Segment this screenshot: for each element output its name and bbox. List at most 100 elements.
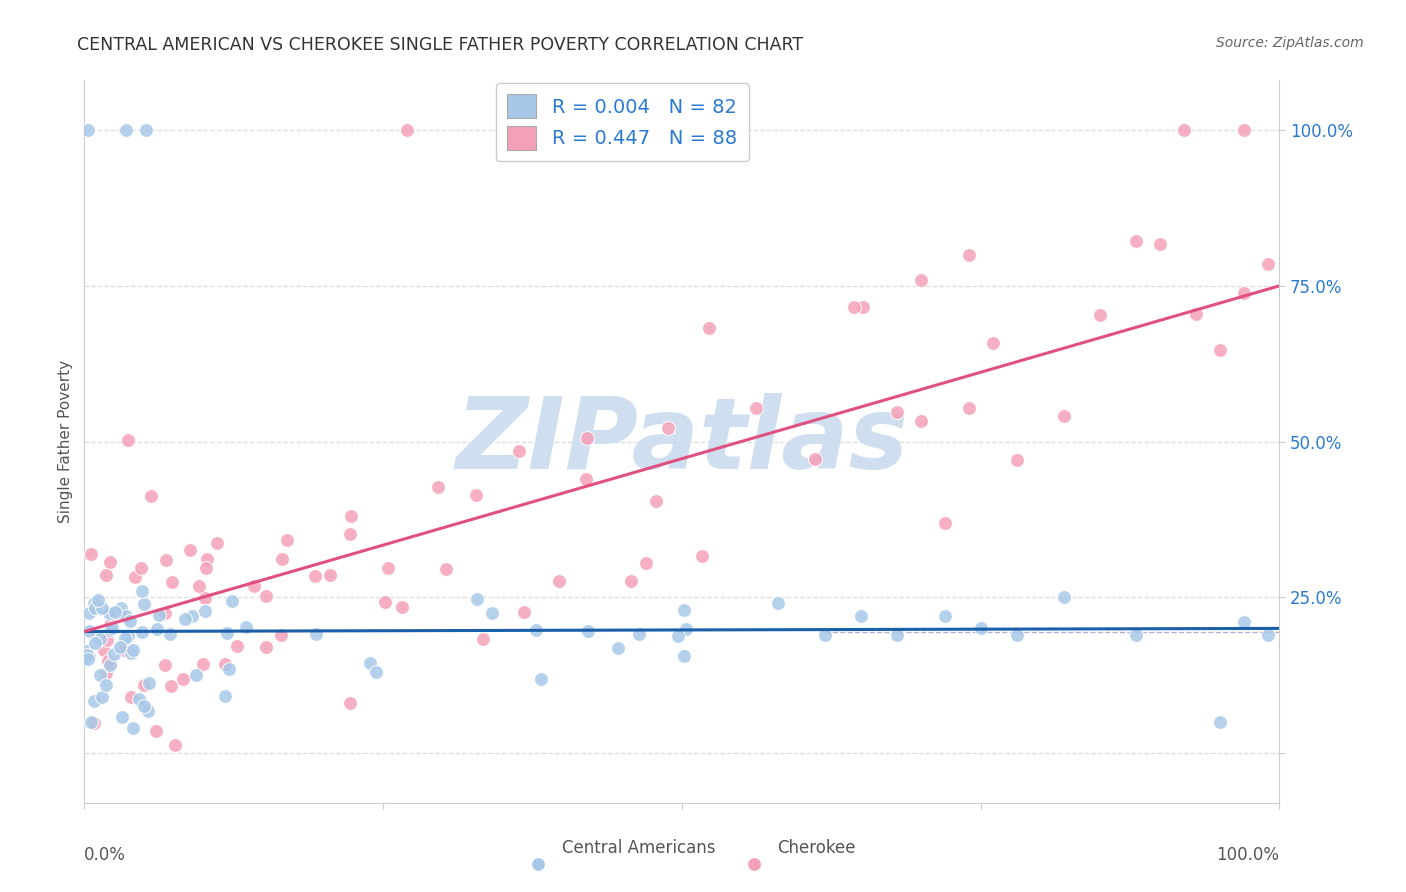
Point	[187, 579, 209, 593]
Point	[96, 665, 118, 680]
Point	[226, 639, 249, 653]
Point	[547, 574, 569, 588]
Point	[160, 679, 183, 693]
Point	[697, 320, 720, 334]
Point	[745, 401, 768, 415]
Point	[366, 665, 388, 679]
Point	[934, 516, 956, 530]
Point	[1125, 234, 1147, 248]
Point	[270, 552, 292, 566]
Point	[1233, 615, 1256, 630]
Point	[575, 472, 598, 486]
Point	[91, 690, 114, 704]
Point	[134, 698, 156, 713]
Point	[136, 704, 159, 718]
Point	[97, 654, 120, 668]
Point	[73, 650, 96, 665]
Point	[155, 552, 177, 566]
Point	[77, 624, 100, 638]
Point	[132, 598, 155, 612]
Point	[377, 561, 399, 575]
Point	[77, 649, 100, 664]
Point	[194, 604, 217, 618]
Point	[124, 569, 146, 583]
Point	[1209, 343, 1232, 358]
Text: Cherokee: Cherokee	[778, 838, 856, 856]
Point	[1149, 237, 1171, 252]
Point	[304, 569, 326, 583]
Point	[524, 624, 547, 638]
Point	[101, 605, 124, 619]
Point	[214, 657, 236, 672]
Point	[184, 667, 207, 681]
Point	[391, 600, 413, 615]
Point	[205, 535, 228, 549]
Point	[132, 678, 155, 692]
Point	[121, 642, 143, 657]
Point	[104, 605, 127, 619]
Point	[620, 574, 643, 589]
Text: Source: ZipAtlas.com: Source: ZipAtlas.com	[1216, 36, 1364, 50]
Point	[339, 696, 361, 710]
Point	[77, 651, 100, 665]
Point	[672, 603, 695, 617]
Point	[254, 640, 277, 654]
Point	[692, 549, 714, 563]
Point	[666, 629, 689, 643]
Point	[87, 593, 110, 607]
Point	[98, 657, 121, 671]
Point	[644, 494, 666, 508]
Point	[181, 609, 204, 624]
Point	[957, 401, 980, 415]
Point	[98, 617, 121, 632]
Point	[135, 123, 157, 137]
Point	[672, 648, 695, 663]
Point	[464, 488, 486, 502]
Point	[374, 595, 396, 609]
Text: Central Americans: Central Americans	[562, 838, 716, 856]
Point	[1209, 714, 1232, 729]
Point	[576, 624, 599, 638]
Point	[129, 561, 152, 575]
Point	[627, 627, 650, 641]
Point	[319, 568, 342, 582]
Point	[98, 657, 121, 672]
Point	[1005, 627, 1028, 641]
Point	[83, 636, 105, 650]
Point	[529, 672, 551, 686]
Point	[89, 667, 111, 681]
Point	[94, 678, 117, 692]
Point	[160, 575, 183, 590]
Point	[852, 301, 875, 315]
Point	[83, 596, 105, 610]
Point	[103, 647, 125, 661]
Point	[179, 543, 201, 558]
Point	[115, 609, 138, 624]
Point	[215, 626, 238, 640]
Point	[155, 658, 177, 673]
Point	[153, 606, 176, 620]
Point	[197, 552, 219, 566]
Point	[122, 721, 145, 735]
Point	[94, 567, 117, 582]
Point	[163, 738, 186, 752]
Point	[120, 690, 142, 705]
Point	[172, 672, 194, 686]
Point	[886, 627, 908, 641]
Point	[396, 123, 419, 137]
Point	[472, 632, 495, 647]
Point	[110, 601, 132, 615]
Point	[276, 533, 298, 547]
Point	[83, 694, 105, 708]
Point	[218, 662, 240, 676]
Point	[1090, 308, 1112, 322]
Text: 100.0%: 100.0%	[1216, 847, 1279, 864]
Point	[110, 640, 132, 655]
Point	[910, 272, 932, 286]
Point	[145, 724, 167, 739]
Point	[76, 123, 98, 137]
Point	[512, 605, 534, 619]
Point	[1125, 627, 1147, 641]
Point	[675, 622, 697, 636]
Point	[117, 629, 139, 643]
